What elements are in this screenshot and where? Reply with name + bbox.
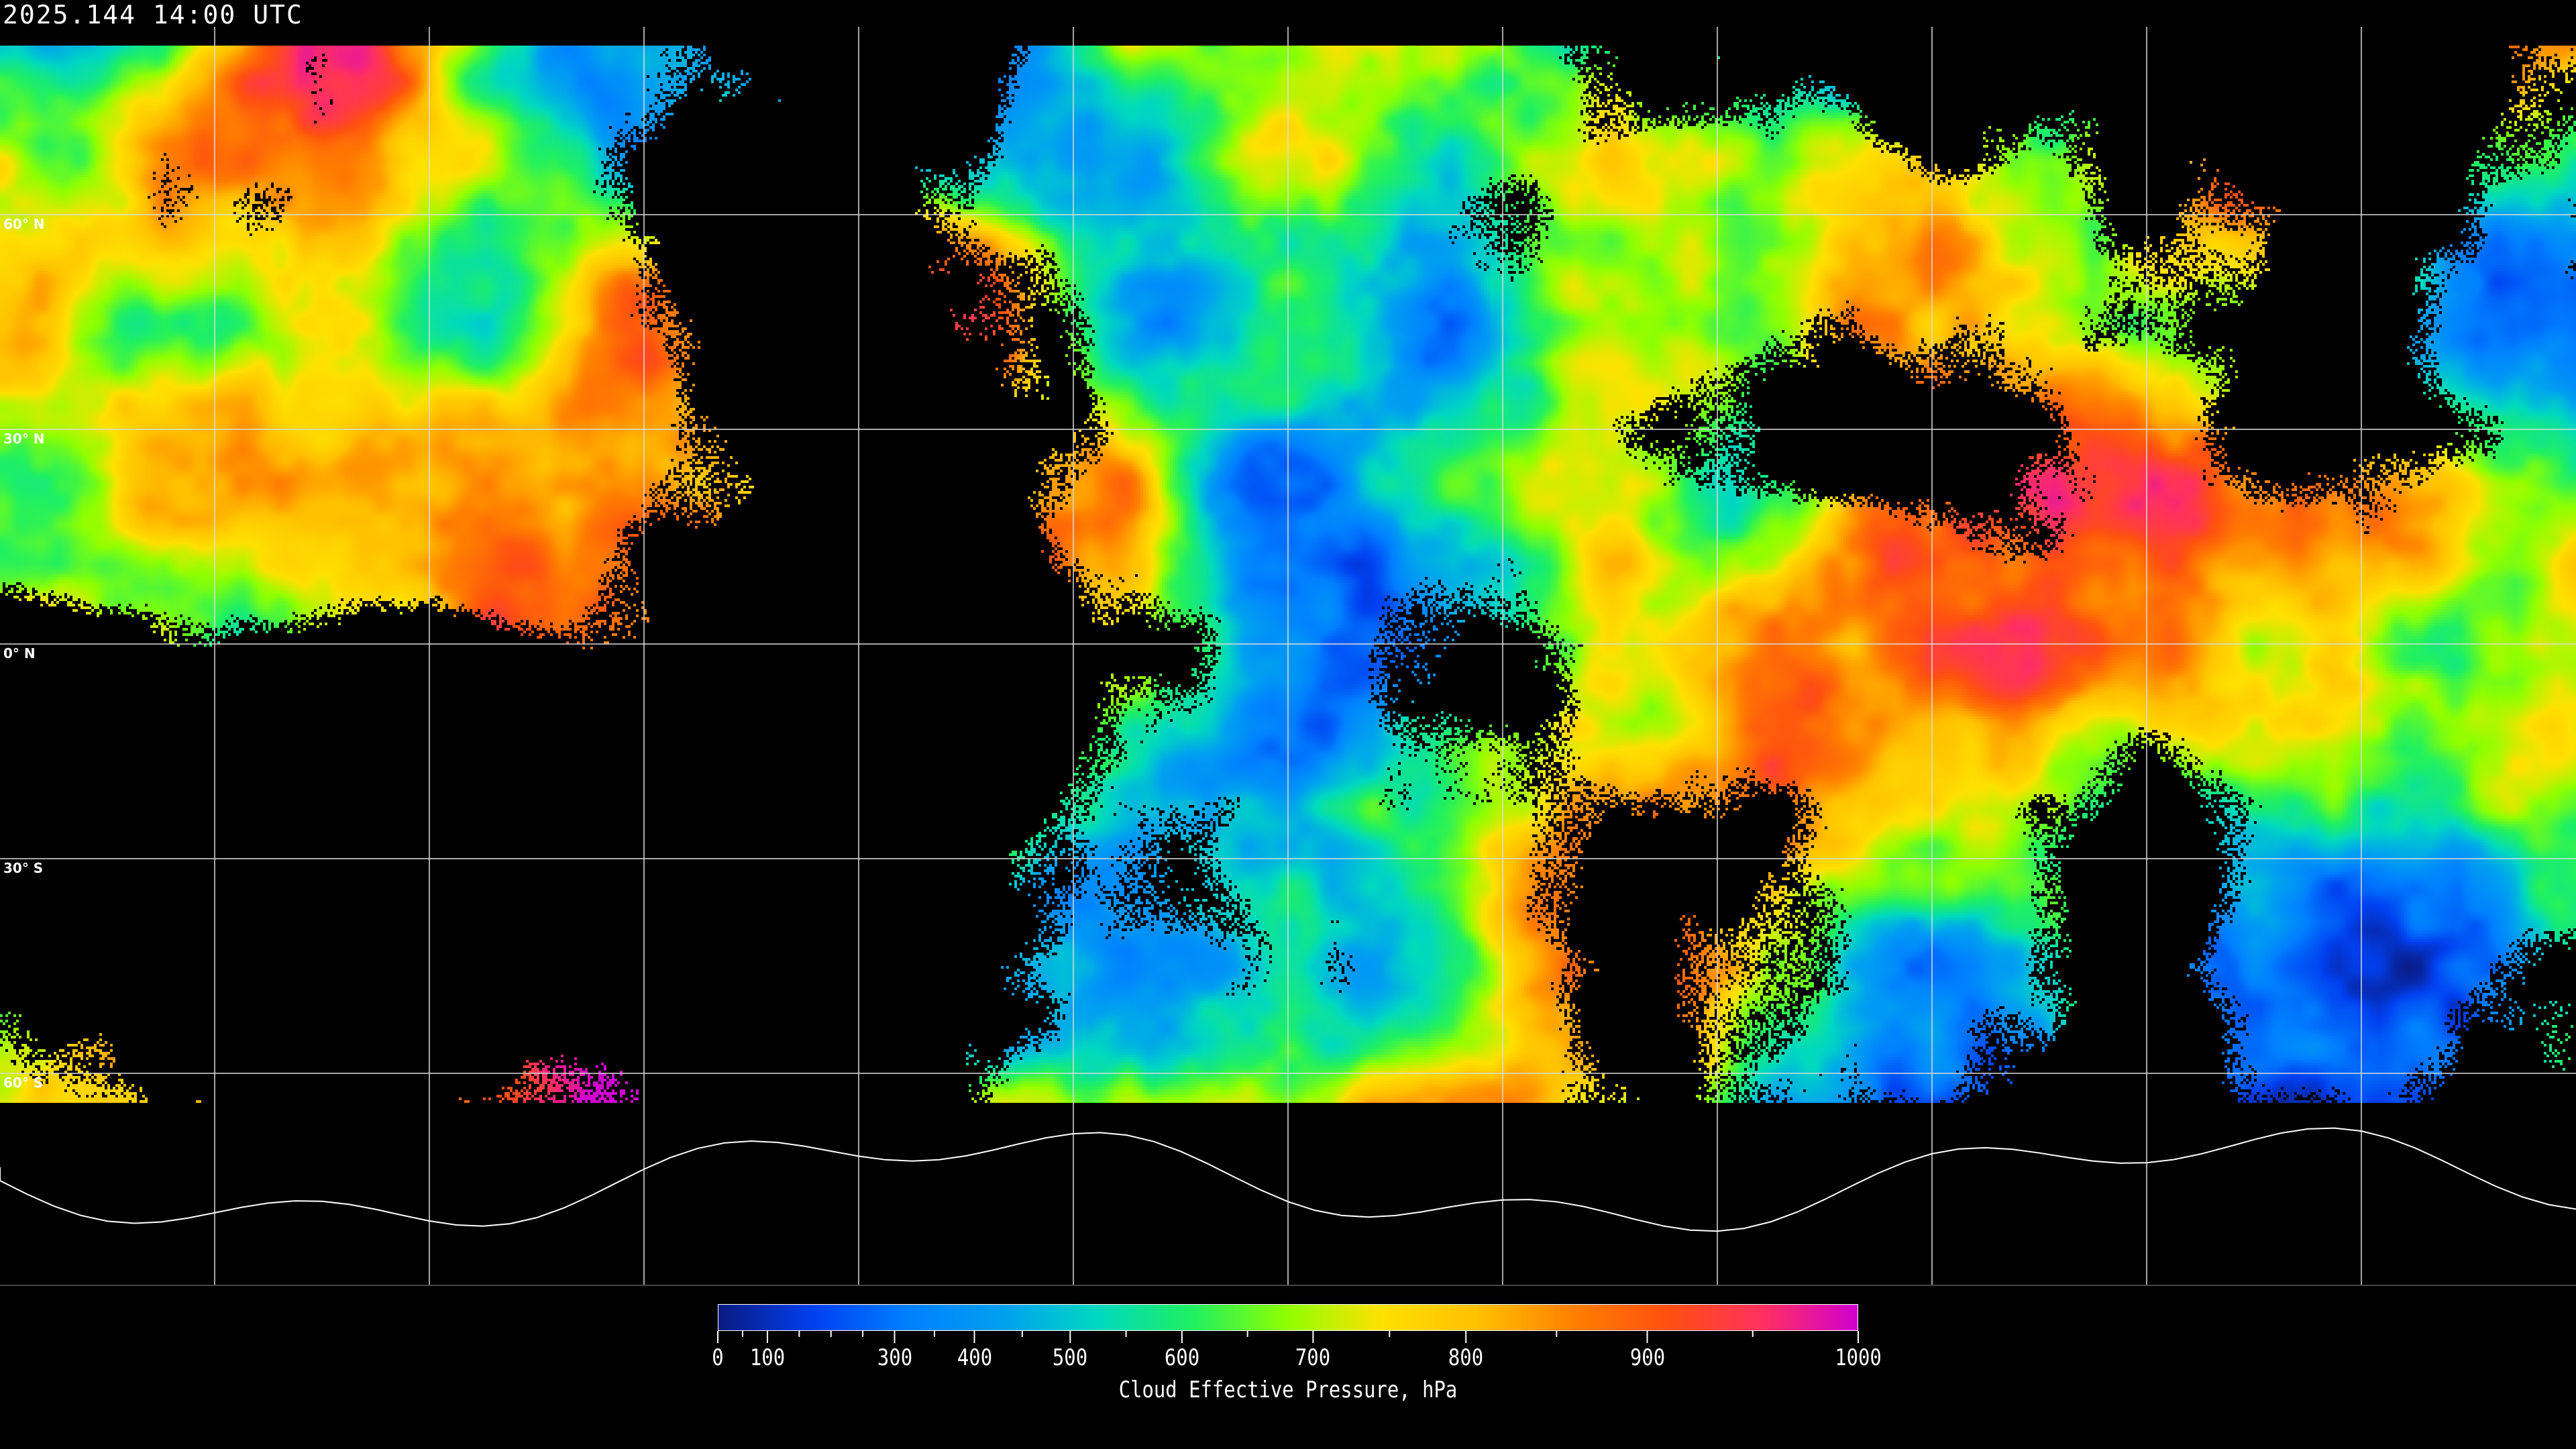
colorbar-tick-label: 300 bbox=[877, 1344, 912, 1371]
colorbar-tick-label: 700 bbox=[1295, 1344, 1331, 1371]
colorbar-tick-label: 0 bbox=[712, 1344, 724, 1371]
colorbar-tick-label: 100 bbox=[749, 1344, 786, 1371]
timestamp-label: 2025.144 14:00 UTC bbox=[3, 0, 303, 30]
colorbar-tick-label: 400 bbox=[957, 1344, 992, 1371]
lat-label-30n: 30° N bbox=[3, 431, 45, 447]
lat-label-60s: 60° S bbox=[3, 1075, 44, 1091]
colorbar-tick-label: 900 bbox=[1629, 1344, 1665, 1371]
colorbar-tick-label: 600 bbox=[1164, 1344, 1199, 1371]
antarctica-coastline bbox=[0, 1127, 2576, 1232]
colorbar-tick-label: 800 bbox=[1448, 1344, 1484, 1371]
lat-lon-grid bbox=[0, 27, 2576, 1286]
colorbar bbox=[718, 1304, 1858, 1331]
colorbar-title: Cloud Effective Pressure, hPa bbox=[1118, 1377, 1458, 1403]
lat-label-equator: 0° N bbox=[3, 645, 36, 661]
lat-label-30s: 30° S bbox=[3, 860, 44, 876]
colorbar-tick-label: 500 bbox=[1053, 1344, 1088, 1371]
lat-label-60n: 60° N bbox=[3, 216, 45, 232]
colorbar-tick-label: 1000 bbox=[1835, 1344, 1882, 1371]
